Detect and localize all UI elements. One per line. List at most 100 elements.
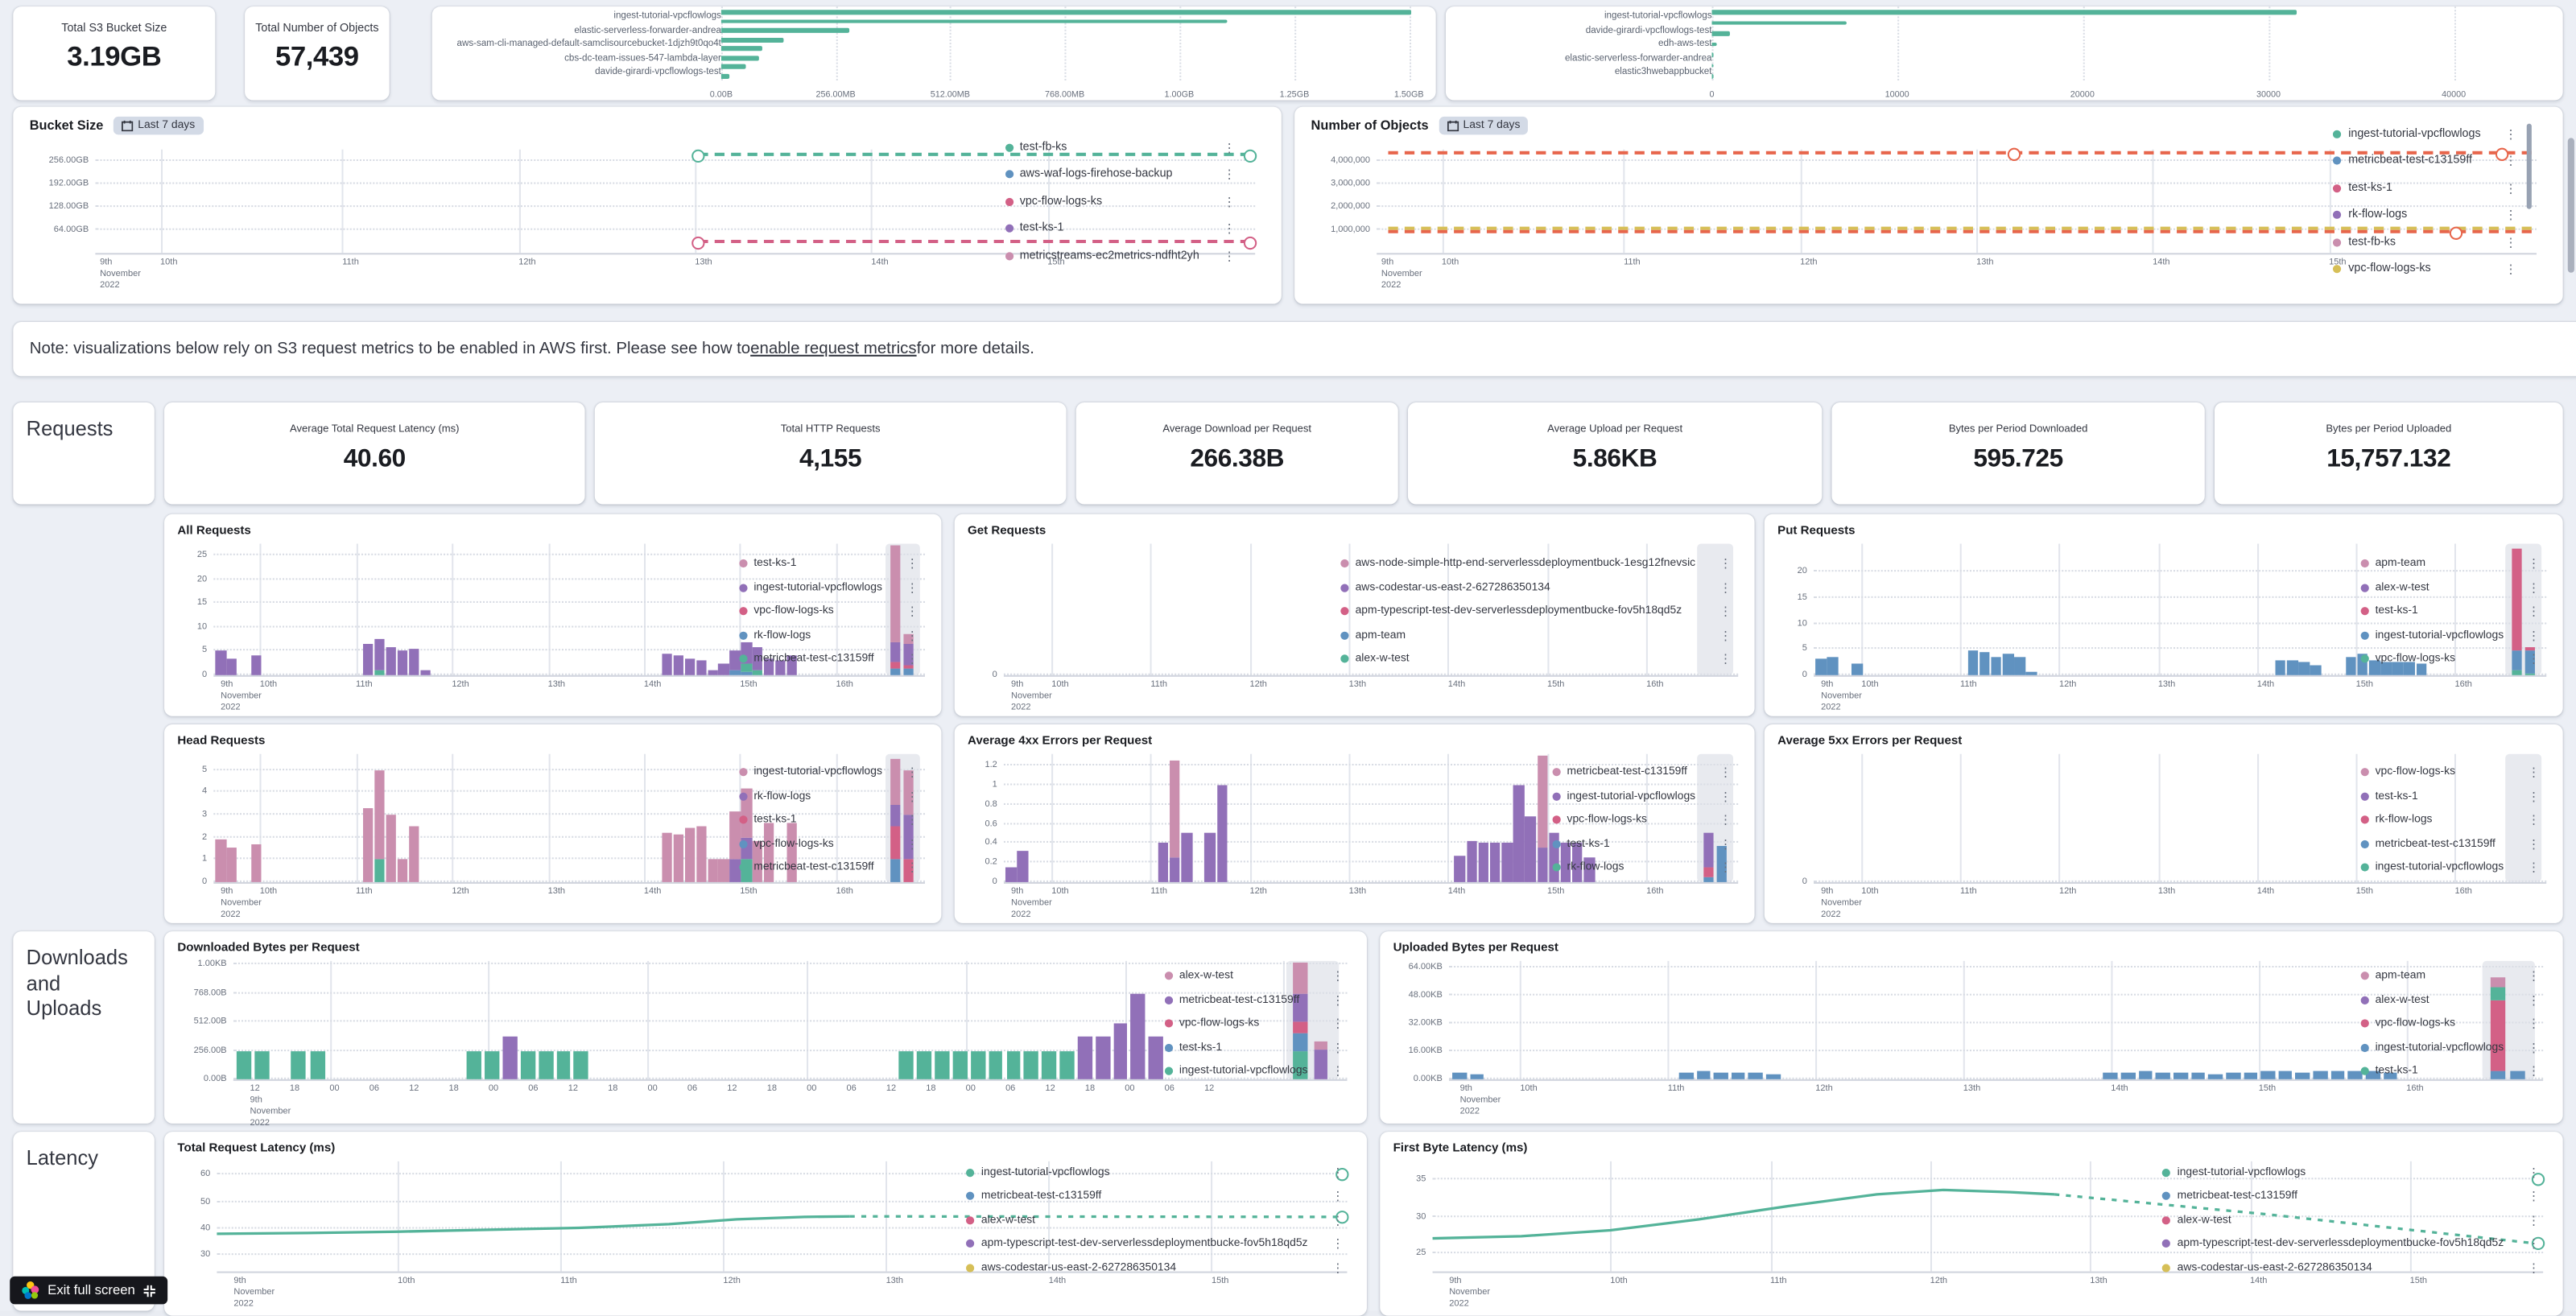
- bar: [1525, 817, 1536, 882]
- bar: [1024, 1051, 1038, 1079]
- legend-menu-icon[interactable]: ⋮: [1321, 1213, 1344, 1227]
- legend-menu-icon[interactable]: ⋮: [2517, 812, 2541, 827]
- legend-menu-icon[interactable]: ⋮: [895, 836, 919, 851]
- legend-menu-icon[interactable]: ⋮: [895, 860, 919, 875]
- bar: [1158, 844, 1168, 882]
- bar: [237, 1051, 251, 1079]
- legend-menu-icon[interactable]: ⋮: [1321, 1064, 1344, 1079]
- legend-menu-icon[interactable]: ⋮: [2517, 556, 2541, 571]
- legend-label: test-ks-1: [2376, 605, 2517, 617]
- bar: [1467, 841, 1477, 882]
- legend-menu-icon[interactable]: ⋮: [2517, 1040, 2541, 1054]
- legend-menu-icon[interactable]: ⋮: [1708, 604, 1732, 618]
- legend-dot: [1552, 792, 1560, 800]
- legend-menu-icon[interactable]: ⋮: [1708, 765, 1732, 779]
- grid-line: [2257, 544, 2259, 675]
- legend-menu-icon[interactable]: ⋮: [895, 812, 919, 827]
- legend-menu-icon[interactable]: ⋮: [1708, 789, 1732, 803]
- time-range-badge[interactable]: Last 7 days: [1439, 117, 1529, 134]
- legend-menu-icon[interactable]: ⋮: [2494, 126, 2517, 141]
- legend-menu-icon[interactable]: ⋮: [2517, 1213, 2541, 1227]
- page-scrollbar[interactable]: [2568, 138, 2574, 272]
- legend-menu-icon[interactable]: ⋮: [895, 628, 919, 642]
- legend-menu-icon[interactable]: ⋮: [2494, 262, 2517, 276]
- legend-menu-icon[interactable]: ⋮: [895, 789, 919, 803]
- exit-full-screen-button[interactable]: Exit full screen: [10, 1277, 167, 1305]
- legend-menu-icon[interactable]: ⋮: [1321, 992, 1344, 1007]
- legend-menu-icon[interactable]: ⋮: [895, 651, 919, 666]
- legend-menu-icon[interactable]: ⋮: [2517, 992, 2541, 1007]
- bar-label: cbs-dc-team-issues-547-lambda-layer: [564, 54, 721, 64]
- legend-menu-icon[interactable]: ⋮: [1708, 812, 1732, 827]
- legend-menu-icon[interactable]: ⋮: [1321, 1017, 1344, 1031]
- legend-menu-icon[interactable]: ⋮: [1321, 1040, 1344, 1054]
- grid-line: [1861, 544, 1863, 675]
- bar: [227, 658, 237, 675]
- enable-request-metrics-link[interactable]: enable request metrics: [750, 340, 916, 357]
- x-tick-label: 00: [329, 1084, 339, 1095]
- legend-dot: [2360, 559, 2368, 567]
- y-tick-label: 192.00GB: [49, 179, 89, 188]
- legend-menu-icon[interactable]: ⋮: [2517, 1260, 2541, 1275]
- legend-menu-icon[interactable]: ⋮: [2517, 836, 2541, 851]
- x-tick-label: 9th November 2022: [1011, 887, 1052, 922]
- x-tick-label: 16th: [2406, 1084, 2423, 1095]
- legend-menu-icon[interactable]: ⋮: [1321, 1260, 1344, 1275]
- legend-menu-icon[interactable]: ⋮: [1212, 140, 1236, 155]
- bar-row: [1712, 64, 2547, 68]
- legend-menu-icon[interactable]: ⋮: [2517, 1017, 2541, 1031]
- legend-menu-icon[interactable]: ⋮: [2517, 604, 2541, 618]
- legend-menu-icon[interactable]: ⋮: [1212, 194, 1236, 208]
- legend-menu-icon[interactable]: ⋮: [1321, 1236, 1344, 1251]
- legend-menu-icon[interactable]: ⋮: [1708, 836, 1732, 851]
- legend-menu-icon[interactable]: ⋮: [895, 556, 919, 571]
- legend-menu-icon[interactable]: ⋮: [895, 604, 919, 618]
- legend-menu-icon[interactable]: ⋮: [895, 765, 919, 779]
- legend-menu-icon[interactable]: ⋮: [2517, 968, 2541, 983]
- legend-menu-icon[interactable]: ⋮: [2517, 765, 2541, 779]
- legend-menu-icon[interactable]: ⋮: [1212, 167, 1236, 181]
- legend-menu-icon[interactable]: ⋮: [1321, 1165, 1344, 1179]
- metric-value: 40.60: [164, 446, 584, 476]
- legend-label: test-fb-ks: [1020, 142, 1212, 153]
- panel-title: Number of Objects: [1311, 118, 1429, 133]
- legend-menu-icon[interactable]: ⋮: [2494, 180, 2517, 195]
- legend-scrollbar[interactable]: [2526, 123, 2532, 208]
- legend-label: metricbeat-test-c13159ff: [2178, 1190, 2517, 1202]
- bar: [216, 651, 226, 675]
- time-range-badge[interactable]: Last 7 days: [114, 117, 204, 134]
- legend-menu-icon[interactable]: ⋮: [2517, 1064, 2541, 1079]
- legend-menu-icon[interactable]: ⋮: [2517, 1189, 2541, 1203]
- legend-menu-icon[interactable]: ⋮: [1708, 556, 1732, 571]
- legend-menu-icon[interactable]: ⋮: [1321, 1189, 1344, 1203]
- legend-menu-icon[interactable]: ⋮: [1212, 248, 1236, 262]
- metric-label: Average Upload per Request: [1408, 402, 1822, 438]
- grid-line: [1150, 754, 1152, 882]
- legend-dot: [967, 1240, 975, 1248]
- legend-menu-icon[interactable]: ⋮: [2494, 208, 2517, 222]
- bar: [730, 670, 741, 675]
- legend-menu-icon[interactable]: ⋮: [2517, 1236, 2541, 1251]
- legend-menu-icon[interactable]: ⋮: [2517, 651, 2541, 666]
- grid-line: [2356, 754, 2358, 882]
- legend-menu-icon[interactable]: ⋮: [1708, 628, 1732, 642]
- legend-dot: [2162, 1240, 2170, 1248]
- total-objects-card: Total Number of Objects 57,439: [245, 6, 390, 100]
- legend-menu-icon[interactable]: ⋮: [895, 580, 919, 594]
- legend-menu-icon[interactable]: ⋮: [2517, 789, 2541, 803]
- legend-label: metricbeat-test-c13159ff: [1179, 994, 1321, 1005]
- legend-menu-icon[interactable]: ⋮: [2494, 153, 2517, 167]
- legend-menu-icon[interactable]: ⋮: [1708, 651, 1732, 666]
- legend-dot: [2360, 607, 2368, 615]
- x-tick-label: 06: [1005, 1084, 1015, 1095]
- legend-menu-icon[interactable]: ⋮: [2517, 628, 2541, 642]
- legend-menu-icon[interactable]: ⋮: [2517, 860, 2541, 875]
- legend-menu-icon[interactable]: ⋮: [2517, 1165, 2541, 1179]
- legend-menu-icon[interactable]: ⋮: [2517, 580, 2541, 594]
- legend-menu-icon[interactable]: ⋮: [2494, 235, 2517, 250]
- legend-label: vpc-flow-logs-ks: [753, 838, 895, 849]
- legend-menu-icon[interactable]: ⋮: [1708, 860, 1732, 875]
- legend-menu-icon[interactable]: ⋮: [1708, 580, 1732, 594]
- legend-menu-icon[interactable]: ⋮: [1321, 968, 1344, 983]
- legend-menu-icon[interactable]: ⋮: [1212, 221, 1236, 236]
